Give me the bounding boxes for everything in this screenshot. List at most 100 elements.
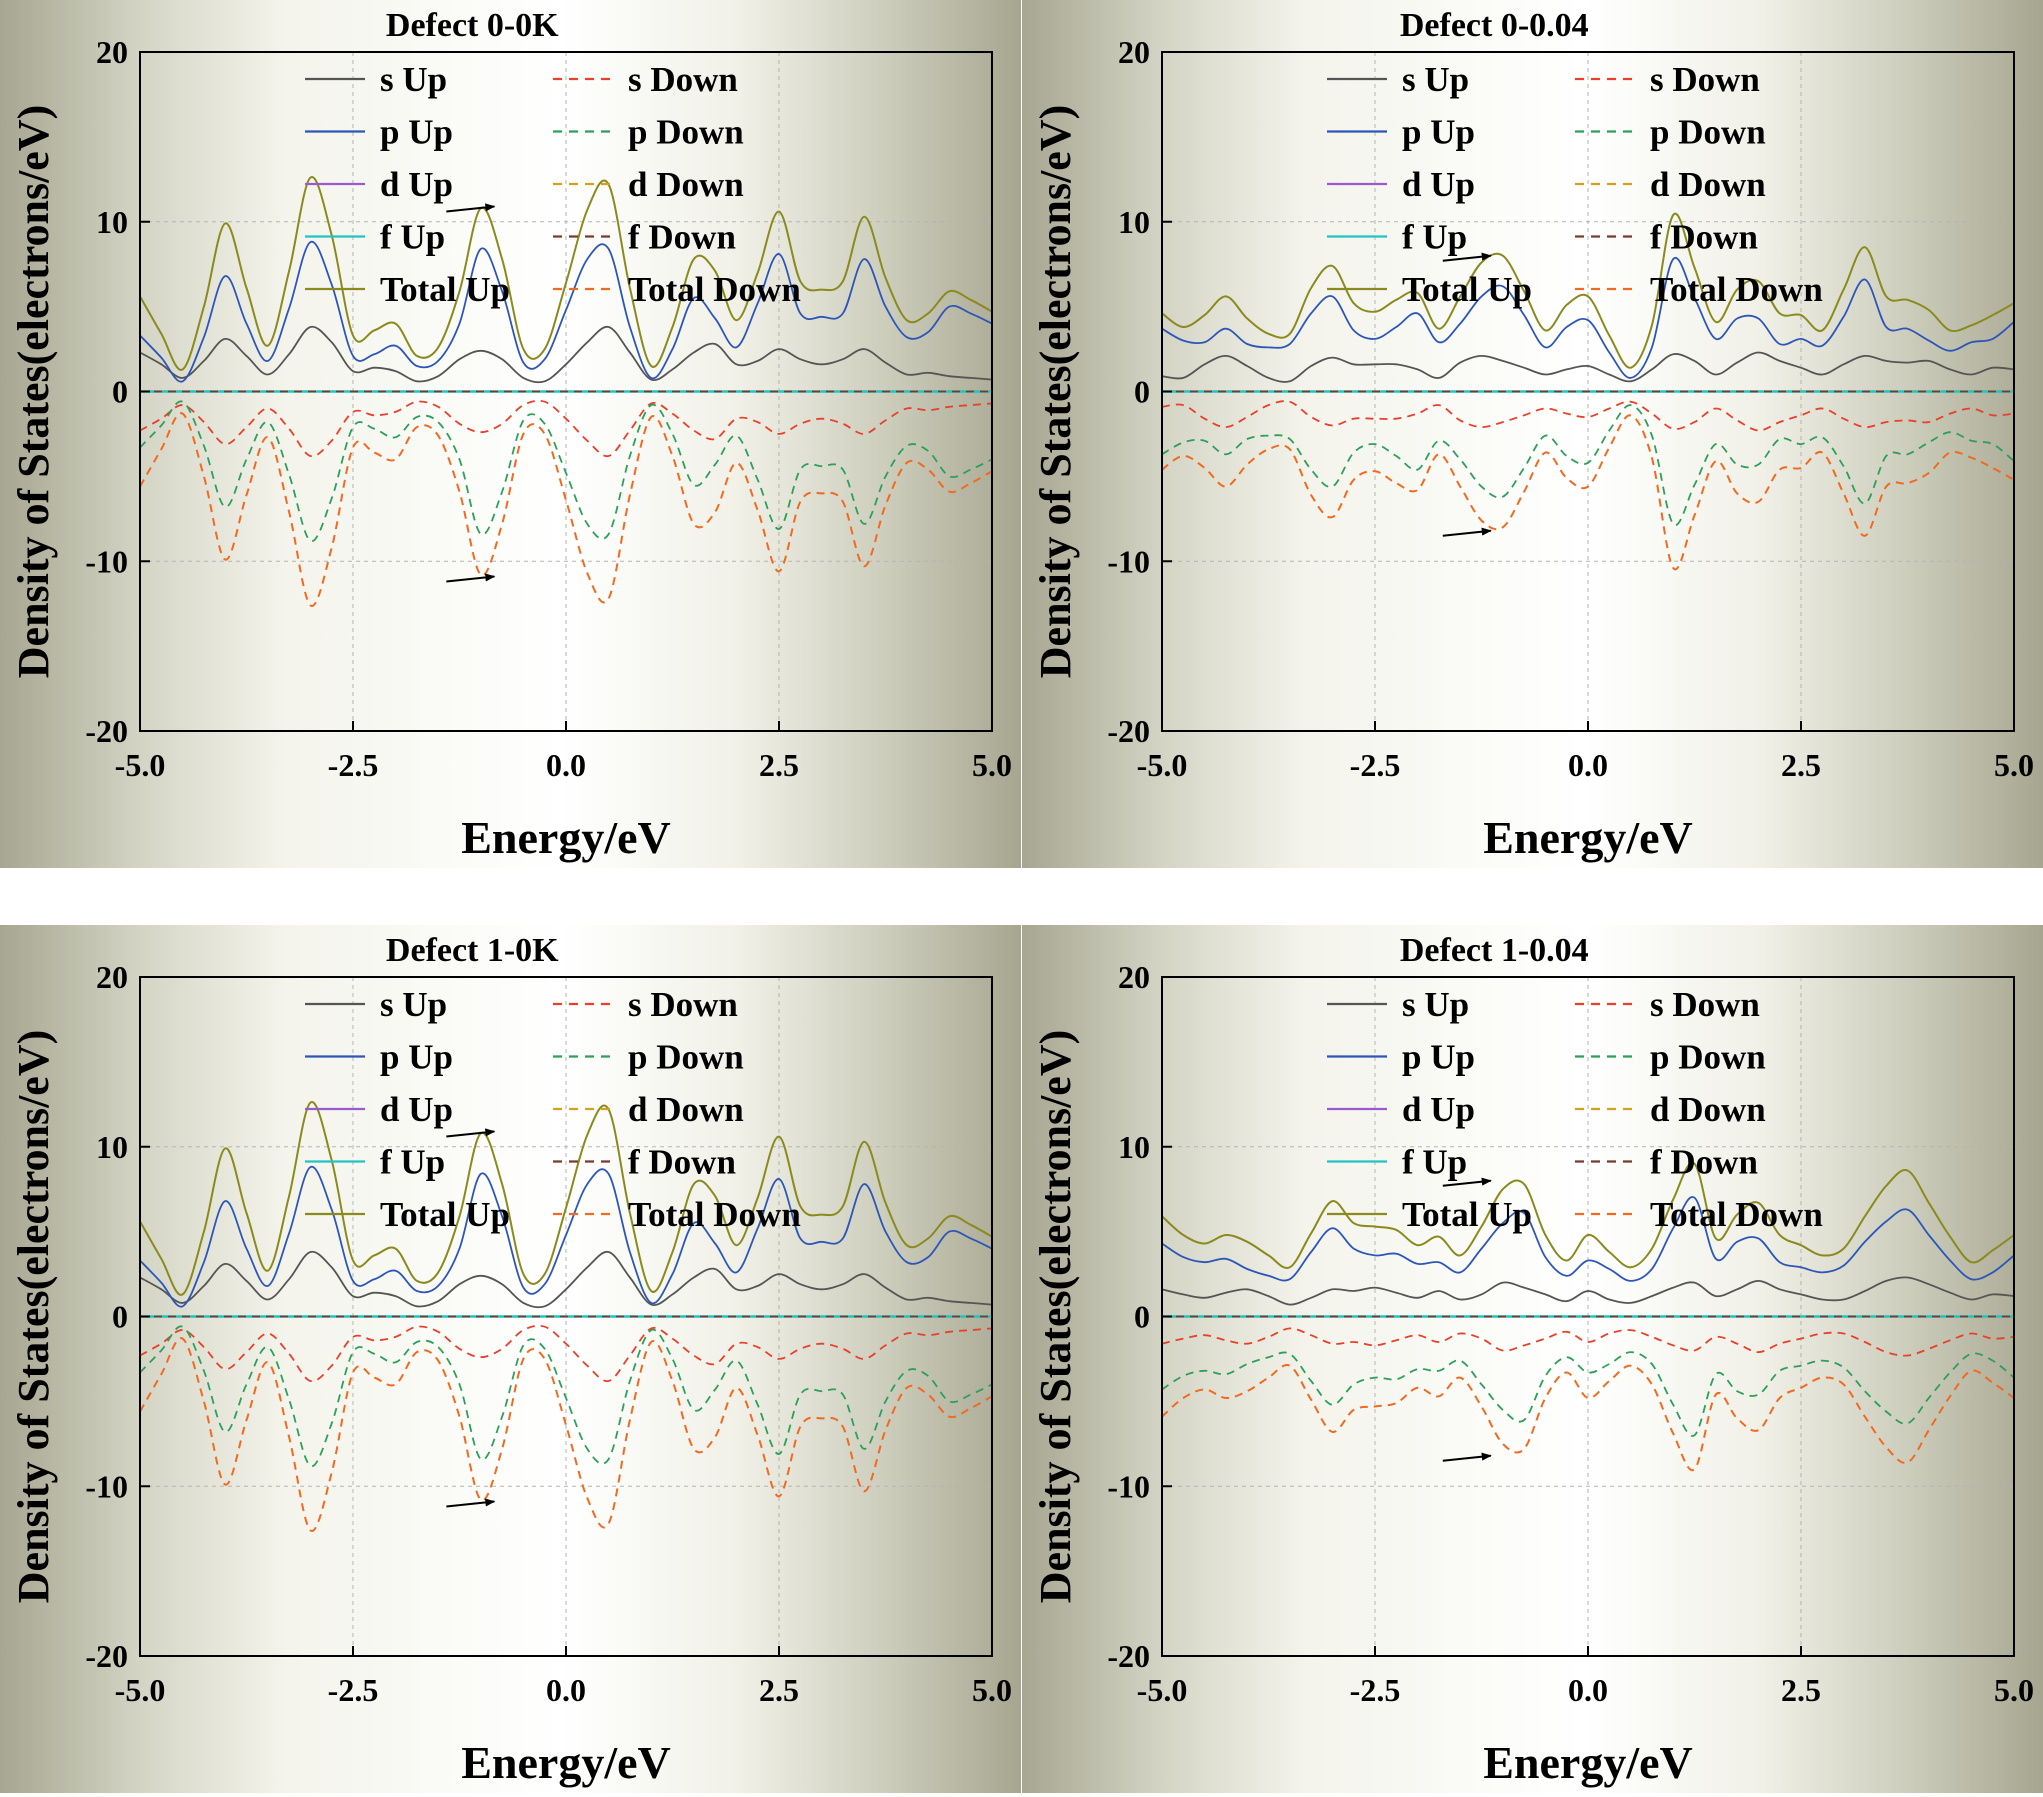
annotation-arrow-total-up bbox=[1442, 252, 1492, 262]
y-tick-label: 0 bbox=[112, 1299, 128, 1335]
legend: s Up s Down p Up p Down d Up d Down f Up f Down… bbox=[305, 60, 801, 309]
chart-title: Defect 0-0K bbox=[386, 7, 559, 44]
legend-label-d-down: d Down bbox=[1650, 1090, 1766, 1129]
legend-label-d-down: d Down bbox=[628, 1090, 744, 1129]
y-axis-label: Density of States(electrons/eV) bbox=[9, 105, 58, 678]
x-tick-label: 2.5 bbox=[1781, 1672, 1821, 1708]
legend: s Up s Down p Up p Down d Up d Down f Up f Down… bbox=[1327, 985, 1823, 1234]
legend-label-d-down: d Down bbox=[628, 165, 744, 204]
series-line-total-down bbox=[139, 1337, 993, 1532]
x-tick-label: 5.0 bbox=[972, 747, 1012, 783]
y-tick-label: -10 bbox=[85, 1468, 128, 1504]
legend-label-s-up: s Up bbox=[380, 60, 447, 99]
legend-label-total-down: Total Down bbox=[628, 1195, 801, 1234]
x-tick-label: 2.5 bbox=[759, 747, 799, 783]
y-tick-label: -10 bbox=[1107, 543, 1150, 579]
series-line-s-down bbox=[139, 1324, 993, 1383]
legend-label-total-up: Total Up bbox=[380, 1195, 510, 1234]
series-line-s-up bbox=[139, 325, 993, 384]
series-line-total-up bbox=[1161, 1161, 2015, 1270]
legend-label-s-up: s Up bbox=[380, 985, 447, 1024]
series-line-total-up bbox=[139, 1101, 993, 1296]
y-tick-label: -20 bbox=[1107, 1638, 1150, 1674]
legend-label-d-up: d Up bbox=[380, 165, 453, 204]
legend-label-f-up: f Up bbox=[380, 218, 445, 257]
legend-label-f-up: f Up bbox=[1402, 1143, 1467, 1182]
legend-label-total-up: Total Up bbox=[380, 270, 510, 309]
legend-label-f-up: f Up bbox=[380, 1143, 445, 1182]
legend-label-total-up: Total Up bbox=[1402, 1195, 1532, 1234]
chart-title: Defect 0-0.04 bbox=[1400, 7, 1589, 44]
series-line-total-down bbox=[1161, 414, 2015, 571]
annotation-arrow-total-down bbox=[1442, 527, 1492, 537]
annotation-arrow-total-up bbox=[1442, 1177, 1492, 1187]
legend-label-p-down: p Down bbox=[628, 1038, 744, 1077]
series-line-s-down bbox=[1161, 400, 2015, 432]
legend-label-s-down: s Down bbox=[1650, 985, 1760, 1024]
legend-label-p-up: p Up bbox=[1402, 1038, 1475, 1077]
y-axis-label: Density of States(electrons/eV) bbox=[9, 1030, 58, 1603]
y-tick-label: 0 bbox=[1134, 1299, 1150, 1335]
legend: s Up s Down p Up p Down d Up d Down f Up f Down… bbox=[1327, 60, 1823, 309]
dos-panel-4: -5.0 -2.5 0.0 2.5 5.0 -20 -10 0 10 20 Defect 1-0.0… bbox=[1022, 925, 2043, 1793]
annotation-arrow-total-up bbox=[446, 1128, 496, 1138]
chart-title: Defect 1-0K bbox=[386, 932, 559, 969]
panel-background bbox=[0, 925, 1021, 1793]
y-tick-label: 20 bbox=[1118, 34, 1150, 70]
annotation-arrow-total-down bbox=[446, 1498, 496, 1508]
y-tick-label: 0 bbox=[1134, 374, 1150, 410]
y-tick-label: 10 bbox=[96, 204, 128, 240]
legend-label-total-down: Total Down bbox=[1650, 270, 1823, 309]
x-tick-label: -5.0 bbox=[115, 747, 166, 783]
series-line-p-down bbox=[1161, 1351, 2015, 1437]
legend-label-p-up: p Up bbox=[1402, 113, 1475, 152]
y-tick-label: 10 bbox=[96, 1129, 128, 1165]
y-tick-label: 20 bbox=[96, 34, 128, 70]
legend-label-total-up: Total Up bbox=[1402, 270, 1532, 309]
legend-label-s-down: s Down bbox=[1650, 60, 1760, 99]
series-lines bbox=[139, 1101, 993, 1532]
legend-label-f-up: f Up bbox=[1402, 218, 1467, 257]
annotation-arrow-total-up bbox=[446, 203, 496, 213]
annotation-arrow-total-down bbox=[446, 573, 496, 583]
legend-label-f-down: f Down bbox=[628, 218, 736, 257]
y-tick-label: -10 bbox=[1107, 1468, 1150, 1504]
x-tick-label: 2.5 bbox=[1781, 747, 1821, 783]
x-tick-label: -2.5 bbox=[328, 1672, 379, 1708]
legend-label-p-up: p Up bbox=[380, 1038, 453, 1077]
x-axis-label: Energy/eV bbox=[1483, 812, 1693, 863]
y-tick-label: 10 bbox=[1118, 1129, 1150, 1165]
y-tick-label: -20 bbox=[1107, 713, 1150, 749]
legend-label-p-up: p Up bbox=[380, 113, 453, 152]
series-line-p-up bbox=[139, 241, 993, 383]
chart-title: Defect 1-0.04 bbox=[1400, 932, 1589, 969]
series-line-p-down bbox=[139, 400, 993, 542]
x-tick-label: -5.0 bbox=[115, 1672, 166, 1708]
legend-label-s-up: s Up bbox=[1402, 985, 1469, 1024]
series-line-s-up bbox=[139, 1250, 993, 1309]
dos-panel-2: -5.0 -2.5 0.0 2.5 5.0 -20 -10 0 10 20 Defect 0-0.0… bbox=[1022, 0, 2043, 868]
legend-label-s-down: s Down bbox=[628, 60, 738, 99]
y-axis-label: Density of States(electrons/eV) bbox=[1031, 105, 1080, 678]
y-tick-label: 0 bbox=[112, 374, 128, 410]
x-axis-label: Energy/eV bbox=[1483, 1737, 1693, 1788]
legend-label-s-down: s Down bbox=[628, 985, 738, 1024]
legend-label-total-down: Total Down bbox=[628, 270, 801, 309]
x-tick-label: -5.0 bbox=[1137, 1672, 1188, 1708]
series-line-p-up bbox=[1161, 1196, 2015, 1282]
x-tick-label: -2.5 bbox=[328, 747, 379, 783]
x-tick-label: 5.0 bbox=[1994, 1672, 2034, 1708]
legend-label-d-up: d Up bbox=[1402, 1090, 1475, 1129]
legend-label-total-down: Total Down bbox=[1650, 1195, 1823, 1234]
x-tick-label: -5.0 bbox=[1137, 747, 1188, 783]
series-line-total-up bbox=[1161, 212, 2015, 369]
x-tick-label: 5.0 bbox=[1994, 747, 2034, 783]
legend-label-f-down: f Down bbox=[1650, 1143, 1758, 1182]
x-tick-label: -2.5 bbox=[1350, 747, 1401, 783]
x-tick-label: 0.0 bbox=[546, 747, 586, 783]
legend-label-d-down: d Down bbox=[1650, 165, 1766, 204]
y-tick-label: 20 bbox=[1118, 959, 1150, 995]
y-tick-label: 10 bbox=[1118, 204, 1150, 240]
legend: s Up s Down p Up p Down d Up d Down f Up f Down… bbox=[305, 985, 801, 1234]
